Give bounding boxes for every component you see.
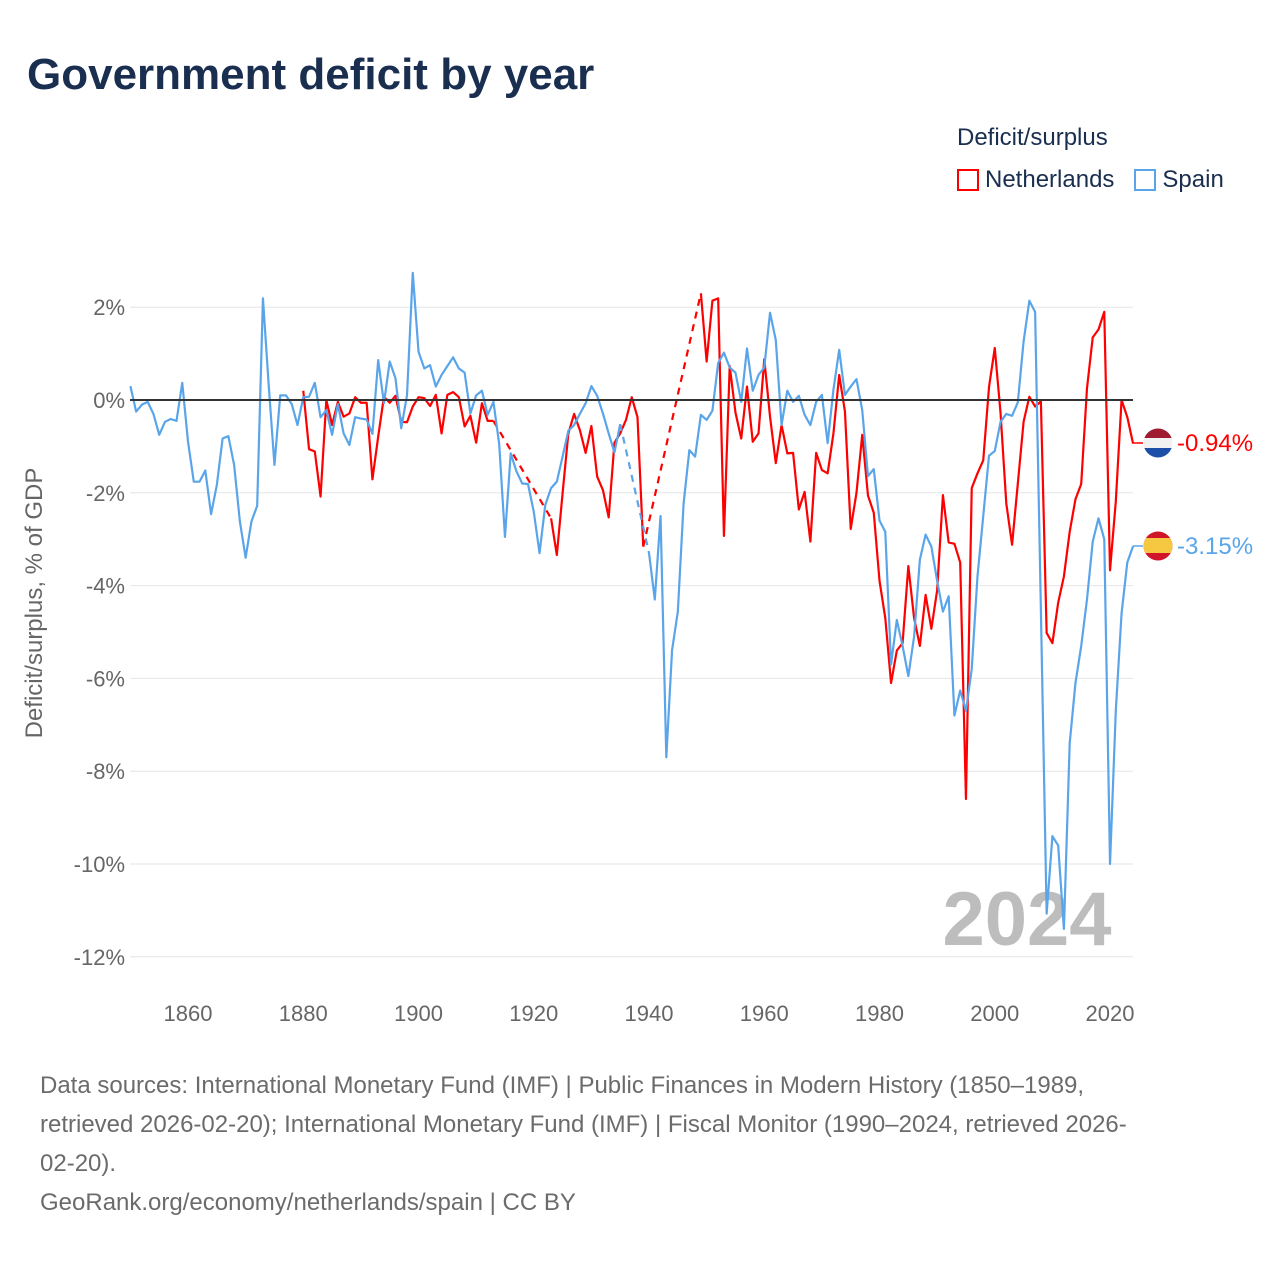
netherlands-end-value: -0.94%: [1177, 430, 1253, 457]
netherlands-flag-icon: [1143, 428, 1173, 458]
legend-label-netherlands: Netherlands: [985, 166, 1115, 193]
y-tick-label: -4%: [86, 574, 125, 599]
x-axis-ticks: 1860 1880 1900 1920 1940 1960 1980 2000 2020: [164, 1001, 1135, 1026]
legend-swatch-spain: [1134, 169, 1157, 191]
x-tick-label: 1980: [855, 1001, 904, 1026]
y-tick-label: 0%: [93, 388, 125, 413]
spain-flag-icon: [1143, 531, 1173, 561]
source-line-2: retrieved 2026-02-20); International Mon…: [40, 1111, 1127, 1138]
legend: Netherlands Spain: [957, 166, 1224, 194]
netherlands-gap-dashed-line: [642, 293, 702, 547]
legend-item-netherlands[interactable]: Netherlands: [957, 166, 1114, 194]
year-watermark: 2024: [942, 877, 1111, 962]
spain-gap-dashed-line: [619, 423, 651, 554]
netherlands-series-line: [699, 293, 1135, 801]
spain-series-line: [129, 271, 622, 559]
source-line-1: Data sources: International Monetary Fun…: [40, 1072, 1085, 1099]
chart-title: Government deficit by year: [27, 50, 595, 99]
y-tick-label: 2%: [93, 295, 125, 320]
legend-swatch-netherlands: [957, 169, 979, 191]
y-axis-label: Deficit/surplus, % of GDP: [21, 468, 48, 739]
y-tick-label: -2%: [86, 481, 125, 506]
x-tick-label: 1940: [625, 1001, 674, 1026]
y-tick-label: -8%: [86, 759, 125, 784]
x-tick-label: 2020: [1086, 1001, 1135, 1026]
netherlands-series-line: [549, 396, 645, 557]
credit-link[interactable]: GeoRank.org/economy/netherlands/spain | …: [40, 1189, 576, 1216]
footer: Data sources: International Monetary Fun…: [40, 1066, 1250, 1222]
series-lines: [129, 271, 1135, 931]
x-tick-label: 2000: [970, 1001, 1019, 1026]
x-tick-label: 1960: [740, 1001, 789, 1026]
legend-item-spain[interactable]: Spain: [1134, 166, 1224, 194]
y-tick-label: -10%: [74, 852, 125, 877]
y-tick-label: -6%: [86, 666, 125, 691]
spain-end-value: -3.15%: [1177, 533, 1253, 560]
x-tick-label: 1860: [164, 1001, 213, 1026]
source-line-3: 02-20).: [40, 1150, 117, 1177]
y-axis-ticks: 2% 0% -2% -4% -6% -8% -10% -12%: [74, 295, 125, 970]
spain-series-line: [647, 299, 1135, 931]
legend-label-spain: Spain: [1162, 166, 1224, 193]
y-tick-label: -12%: [74, 945, 125, 970]
netherlands-gap-dashed-line: [492, 420, 553, 519]
x-tick-label: 1880: [279, 1001, 328, 1026]
x-tick-label: 1900: [394, 1001, 443, 1026]
legend-title: Deficit/surplus: [957, 124, 1108, 151]
x-tick-label: 1920: [509, 1001, 558, 1026]
